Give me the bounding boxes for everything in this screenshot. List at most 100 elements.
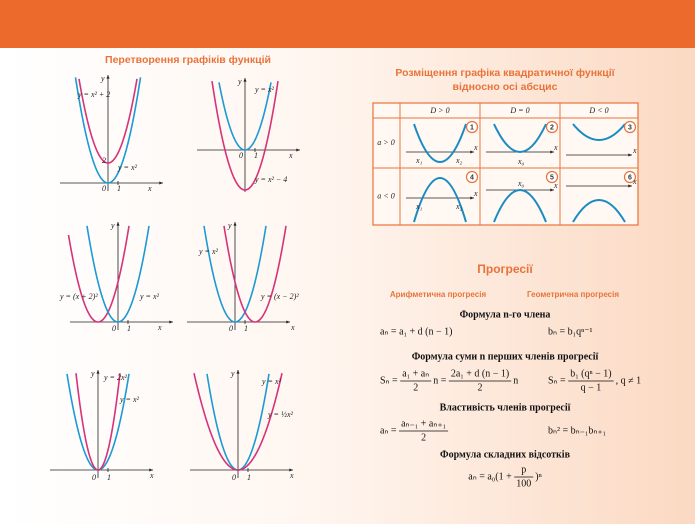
number-badge — [623, 120, 637, 134]
formula-text: q − 1 — [581, 382, 602, 393]
graph-label: 0 — [102, 184, 106, 193]
parabola — [86, 225, 150, 323]
section-title: Формула n-го члена — [460, 309, 551, 320]
formula: aₙ = a₁ + d (n − 1) — [380, 326, 452, 337]
formula-text: aₙ₋₁ + aₙ₊₁ — [401, 418, 446, 429]
number-badge — [465, 120, 479, 134]
axis-arrow — [296, 148, 300, 152]
parabola — [74, 77, 142, 184]
graph-label: 1 — [254, 151, 258, 160]
formula-text: Sₙ = — [380, 375, 400, 386]
number-badge — [623, 170, 637, 184]
row-label: a > 0 — [377, 138, 394, 147]
number-badge — [545, 120, 559, 134]
graph-label: y = (x + 2)² — [59, 292, 98, 301]
axis-arrow — [243, 78, 247, 82]
graph-label: 0 — [92, 473, 96, 482]
graph-label: y = x² — [139, 292, 160, 301]
graph-label: y — [227, 221, 232, 230]
parabola — [572, 199, 626, 223]
table-header: D = 0 — [509, 106, 529, 115]
graph-label: 1 — [244, 324, 248, 333]
axis-arrow — [233, 222, 237, 226]
formula-text: )ⁿ — [535, 471, 541, 482]
formula: aₙ = a₀(1 + p 100 )ⁿ — [468, 464, 541, 489]
formula: bₙ = b₁qⁿ⁻¹ — [548, 326, 593, 337]
cell-label: x — [553, 143, 558, 152]
axis-arrow — [470, 196, 474, 200]
axis-arrow — [96, 370, 100, 374]
axis-arrow — [628, 184, 632, 188]
cell-number: 2 — [550, 124, 554, 131]
axis-arrow — [116, 222, 120, 226]
axis-arrow — [550, 150, 554, 154]
parabola — [223, 225, 287, 323]
cell-label: x₁ — [415, 156, 423, 165]
cell-label: x — [473, 143, 478, 152]
graph-label: x — [149, 471, 154, 480]
graph-label: y = 2x² — [103, 373, 128, 382]
formula-text: a₁ + aₙ — [402, 368, 429, 379]
axis-arrow — [289, 468, 293, 472]
axis-arrow — [159, 181, 163, 185]
formula: Sₙ = a₁ + aₙ 2 n = 2a₁ + d (n − 1) 2 n — [380, 368, 518, 393]
graph-label: x — [147, 184, 152, 193]
graph-label: y — [90, 369, 95, 378]
table-frame — [372, 102, 639, 226]
number-badge — [465, 170, 479, 184]
graph-label: 1 — [117, 184, 121, 193]
graph-label: y = x² — [198, 247, 219, 256]
cell-label: x — [632, 177, 637, 186]
parabola — [193, 373, 283, 471]
formula-text: 2 — [421, 432, 426, 443]
formula-text: 2 — [413, 382, 418, 393]
formula-text: aₙ = a₁ + d (n − 1) — [380, 326, 452, 337]
parabola — [493, 123, 547, 153]
formula-text: p — [521, 464, 526, 475]
graph-label: 0 — [239, 151, 243, 160]
parabola — [211, 80, 279, 191]
section-title: Формула складних відсотків — [440, 449, 571, 460]
formula-text: n — [513, 375, 518, 386]
parabola — [75, 373, 121, 471]
parabola — [67, 225, 130, 323]
parabola — [493, 189, 547, 223]
progressions-title: Прогресії — [477, 262, 533, 276]
cell-label: x₂ — [455, 156, 463, 165]
graph-label: y = ½x² — [267, 410, 294, 419]
formula-text: bₙ = b₁qⁿ⁻¹ — [548, 326, 593, 337]
header-bar — [0, 0, 695, 48]
graph-label: x — [289, 471, 294, 480]
parabola — [203, 225, 267, 323]
graph-label: x — [290, 323, 295, 332]
number-badge — [545, 170, 559, 184]
left-title: Перетворення графіків функцій — [105, 54, 271, 66]
parabola — [413, 123, 467, 163]
cell-label: x — [632, 146, 637, 155]
axis-arrow — [106, 75, 110, 79]
parabola — [572, 123, 626, 141]
axis-arrow — [236, 370, 240, 374]
graph-label: y = x² — [261, 377, 282, 386]
row-label: a < 0 — [377, 191, 394, 200]
formula-text: aₙ = a₀(1 + — [468, 471, 514, 482]
cell-label: x₂ — [455, 202, 463, 211]
formula: aₙ = aₙ₋₁ + aₙ₊₁ 2 — [380, 418, 449, 443]
graph-label: y = x² — [119, 395, 140, 404]
graph-label: y — [100, 74, 105, 83]
cell-number: 4 — [470, 174, 474, 181]
graph-label: x — [288, 151, 293, 160]
formula-text: Sₙ = — [548, 375, 568, 386]
table-title: Розміщення графіка квадратичної функції — [395, 67, 615, 79]
parabola — [413, 177, 467, 223]
section-title: Формула суми n перших членів прогресії — [412, 351, 599, 362]
formula-text: 100 — [516, 478, 531, 489]
graph-label: y — [237, 77, 242, 86]
graph-label: 1 — [127, 324, 131, 333]
axis-arrow — [169, 320, 173, 324]
graph-label: y — [110, 221, 115, 230]
axis-arrow — [286, 320, 290, 324]
formula-text: b₁ (qⁿ − 1) — [570, 368, 611, 379]
cell-number: 3 — [628, 124, 632, 131]
formula-text: 2a₁ + d (n − 1) — [451, 368, 509, 379]
